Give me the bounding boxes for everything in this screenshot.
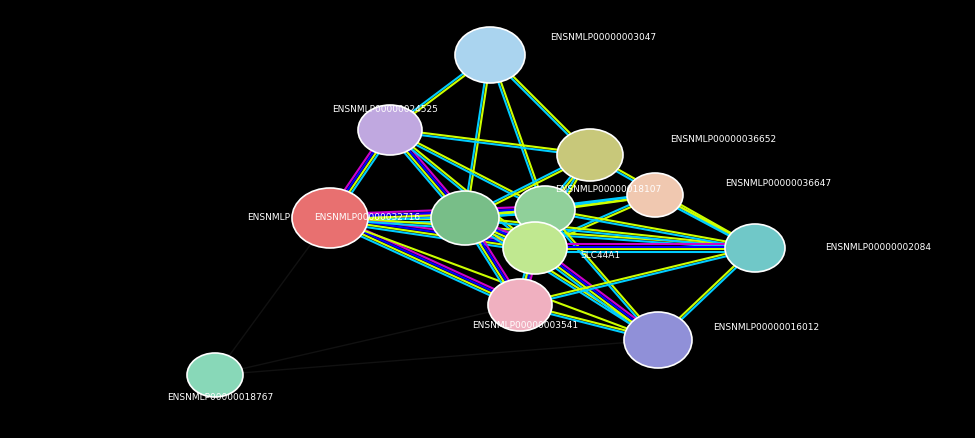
Text: ENSNMLP00000018767: ENSNMLP00000018767 (167, 392, 273, 402)
Ellipse shape (187, 353, 243, 397)
Ellipse shape (725, 224, 785, 272)
Text: ENSNMLP00000024525: ENSNMLP00000024525 (332, 106, 438, 114)
Text: ENSNMLP00000036647: ENSNMLP00000036647 (725, 179, 831, 187)
Ellipse shape (431, 191, 499, 245)
Ellipse shape (503, 222, 567, 274)
Ellipse shape (624, 312, 692, 368)
Ellipse shape (557, 129, 623, 181)
Ellipse shape (292, 188, 368, 248)
Ellipse shape (358, 105, 422, 155)
Ellipse shape (627, 173, 683, 217)
Text: SLC44A1: SLC44A1 (580, 251, 620, 261)
Text: ENSNMLP00000003541: ENSNMLP00000003541 (472, 321, 578, 329)
Ellipse shape (488, 279, 552, 331)
Ellipse shape (515, 186, 575, 234)
Text: ENSNMLP00000036652: ENSNMLP00000036652 (670, 135, 776, 145)
Text: ENSNMLP: ENSNMLP (247, 213, 290, 223)
Text: ENSNMLP00000003047: ENSNMLP00000003047 (550, 32, 656, 42)
Text: ENSNMLP00000032716: ENSNMLP00000032716 (314, 213, 420, 223)
Text: ENSNMLP00000016012: ENSNMLP00000016012 (713, 324, 819, 332)
Text: ENSNMLP00000002084: ENSNMLP00000002084 (825, 244, 931, 252)
Ellipse shape (455, 27, 525, 83)
Text: ENSNMLP00000018107: ENSNMLP00000018107 (555, 186, 661, 194)
